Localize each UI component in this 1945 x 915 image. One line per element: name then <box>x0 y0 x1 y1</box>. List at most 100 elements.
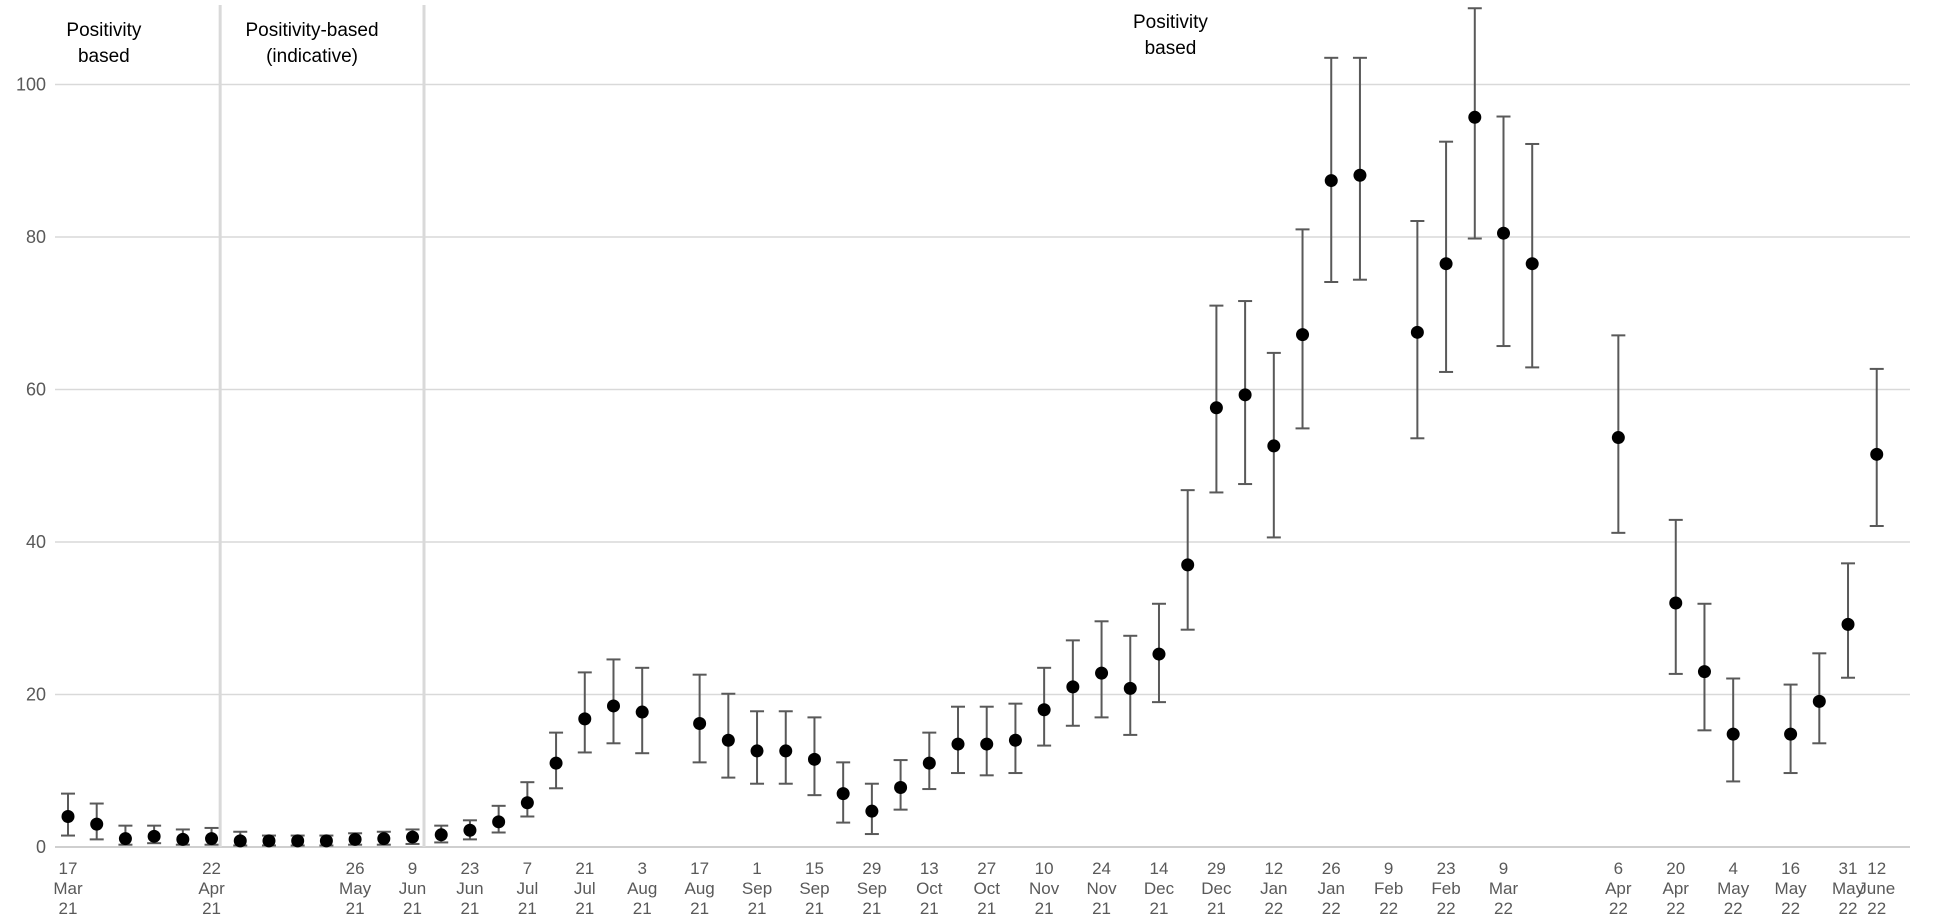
region-label: Positivity based <box>66 20 141 67</box>
data-point <box>1870 447 1884 461</box>
data-point <box>1439 257 1453 271</box>
x-tick-label: 4 May 22 <box>1717 859 1750 915</box>
data-point <box>463 823 477 837</box>
x-tick-label: 6 Apr 22 <box>1605 859 1632 915</box>
data-point <box>1841 617 1855 631</box>
data-point <box>406 830 420 844</box>
y-axis-ticks: 0 20 40 60 80 100 <box>16 75 46 858</box>
data-point <box>492 815 506 829</box>
data-point <box>262 834 276 848</box>
x-tick-label: 17 Aug 21 <box>684 859 714 915</box>
data-point <box>1267 439 1281 453</box>
data-point <box>1669 596 1683 610</box>
x-tick-label: 26 Jan 22 <box>1318 859 1345 915</box>
data-point <box>377 832 391 846</box>
x-tick-label: 23 Feb 22 <box>1431 859 1460 915</box>
data-point <box>951 737 965 751</box>
data-point <box>1181 558 1195 572</box>
data-point <box>865 804 879 818</box>
data-point <box>1324 174 1338 188</box>
x-axis-ticks: 17 Mar 21 22 Apr 21 26 May 21 9 Jun 21 23 Jun 21 7 Jul 21… <box>53 859 1895 915</box>
y-tick-label: 100 <box>16 75 46 95</box>
data-point <box>1296 328 1310 342</box>
data-point <box>1152 647 1166 661</box>
data-point <box>319 834 333 848</box>
data-point <box>434 828 448 842</box>
data-point <box>61 810 75 823</box>
x-tick-label: 27 Oct 21 <box>973 859 1000 915</box>
x-tick-label: 15 Sep 21 <box>799 859 829 915</box>
y-tick-label: 60 <box>26 380 46 400</box>
data-point <box>894 781 908 795</box>
region-label: Positivity-based (indicative) <box>246 20 379 67</box>
x-tick-label: 14 Dec 21 <box>1144 859 1175 915</box>
region-labels: Positivity based Positivity-based (indicati… <box>66 12 1208 67</box>
data-point <box>176 832 190 846</box>
data-point <box>635 705 649 719</box>
x-tick-label: 1 Sep 21 <box>742 859 772 915</box>
data-point <box>147 829 161 843</box>
x-tick-label: 12 June 22 <box>1858 859 1895 915</box>
data-point <box>1008 733 1022 747</box>
y-tick-label: 40 <box>26 532 46 552</box>
data-point <box>922 756 936 770</box>
x-tick-label: 29 Dec 21 <box>1201 859 1232 915</box>
y-tick-label: 20 <box>26 685 46 705</box>
data-point <box>1066 680 1080 694</box>
x-tick-label: 31 May 22 <box>1832 859 1865 915</box>
region-dividers <box>218 5 426 847</box>
data-point <box>291 834 305 848</box>
data-point <box>1410 325 1424 339</box>
data-point <box>1468 110 1482 124</box>
data-point <box>1525 257 1539 271</box>
x-tick-label: 9 Jun 21 <box>399 859 426 915</box>
x-tick-label: 9 Mar 22 <box>1489 859 1519 915</box>
data-point <box>205 832 219 846</box>
x-tick-label: 12 Jan 22 <box>1260 859 1287 915</box>
x-tick-label: 17 Mar 21 <box>53 859 83 915</box>
x-tick-label: 21 Jul 21 <box>574 859 596 915</box>
data-point <box>1209 401 1223 415</box>
x-tick-label: 7 Jul 21 <box>516 859 538 915</box>
data-point <box>1497 226 1510 240</box>
gridlines <box>55 83 1910 848</box>
region-label: Positivity based <box>1133 12 1208 59</box>
y-tick-label: 80 <box>26 227 46 247</box>
data-point <box>1123 681 1137 695</box>
data-point <box>721 733 735 747</box>
x-tick-label: 3 Aug 21 <box>627 859 657 915</box>
data-point <box>520 796 534 810</box>
data-point <box>693 716 707 730</box>
data-point <box>1238 388 1252 402</box>
data-point <box>1353 168 1367 182</box>
x-tick-label: 16 May 22 <box>1775 859 1808 915</box>
x-tick-label: 29 Sep 21 <box>857 859 887 915</box>
data-point <box>348 832 362 846</box>
data-point <box>1726 727 1740 741</box>
data-point <box>233 834 247 848</box>
data-point <box>90 817 104 831</box>
data-point <box>750 744 764 758</box>
x-tick-label: 22 Apr 21 <box>198 859 225 915</box>
x-tick-label: 10 Nov 21 <box>1029 859 1060 915</box>
x-tick-label: 13 Oct 21 <box>916 859 943 915</box>
data-point <box>1037 703 1051 717</box>
x-tick-label: 23 Jun 21 <box>456 859 483 915</box>
data-point <box>1812 694 1826 708</box>
x-tick-label: 24 Nov 21 <box>1086 859 1117 915</box>
error-bars <box>61 7 1884 847</box>
x-tick-label: 20 Apr 22 <box>1663 859 1690 915</box>
data-point <box>118 832 132 846</box>
data-point <box>1697 665 1711 679</box>
data-point <box>606 699 620 713</box>
x-tick-label: 26 May 21 <box>339 859 372 915</box>
data-point <box>1095 666 1109 680</box>
data-point <box>779 744 793 758</box>
data-point <box>807 752 821 766</box>
y-tick-label: 0 <box>36 837 46 857</box>
data-point <box>578 712 592 726</box>
data-point <box>980 737 994 751</box>
data-point <box>549 756 563 770</box>
x-tick-label: 9 Feb 22 <box>1374 859 1403 915</box>
